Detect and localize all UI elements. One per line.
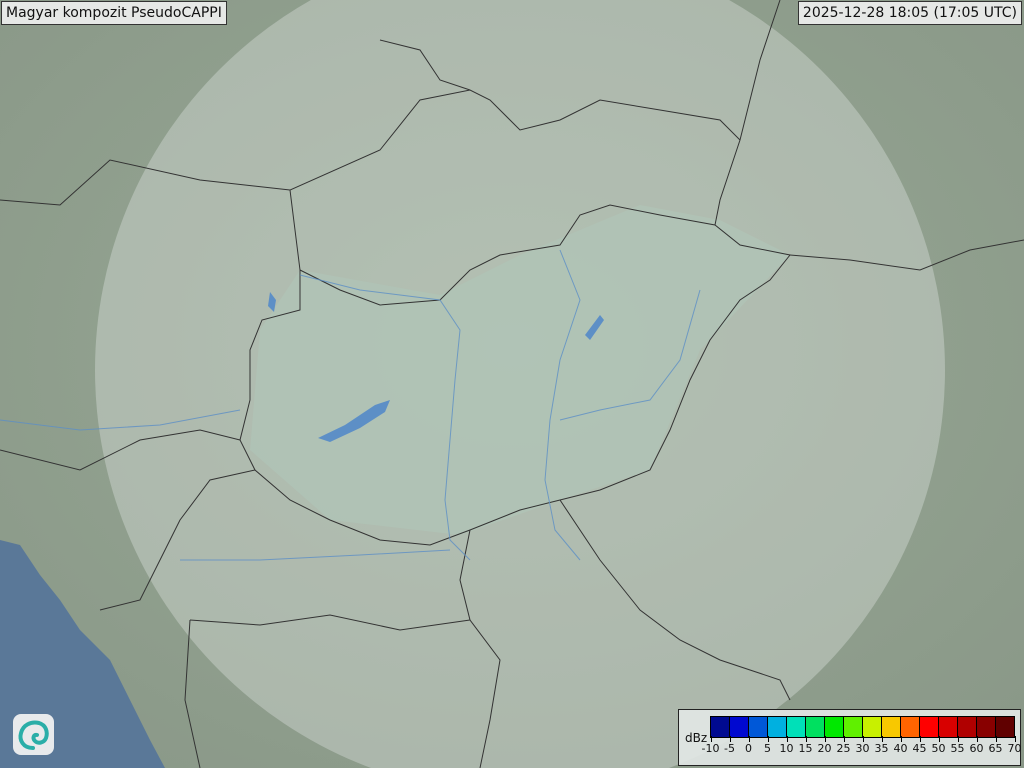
color-bin	[768, 717, 787, 737]
legend-tick-label: 15	[798, 742, 813, 755]
lake-balaton	[318, 400, 390, 442]
legend-tick	[938, 736, 940, 742]
color-bin	[749, 717, 768, 737]
legend-tick	[881, 736, 883, 742]
color-bin	[787, 717, 806, 737]
legend-tick	[786, 736, 788, 742]
legend-tick-label: 65	[988, 742, 1003, 755]
legend-tick	[957, 736, 959, 742]
color-bin	[730, 717, 749, 737]
legend-tick	[995, 736, 997, 742]
color-bin	[996, 717, 1014, 737]
legend-tick-label: 10	[779, 742, 794, 755]
legend-tick-label: 45	[912, 742, 927, 755]
legend-tick-label: 70	[1007, 742, 1022, 755]
map-title: Magyar kompozit PseudoCAPPI	[1, 1, 227, 25]
legend-tick-label: 35	[874, 742, 889, 755]
legend-tick	[805, 736, 807, 742]
legend-unit: dBz	[685, 731, 708, 745]
legend-tick-label: -5	[724, 742, 735, 755]
lake-tisza	[585, 315, 604, 340]
legend-tick-label: 20	[817, 742, 832, 755]
legend-tick	[976, 736, 978, 742]
color-bin	[901, 717, 920, 737]
legend-tick	[862, 736, 864, 742]
color-bin	[863, 717, 882, 737]
legend-tick-label: 60	[969, 742, 984, 755]
legend-tick	[1014, 736, 1016, 742]
legend-tick	[767, 736, 769, 742]
legend-tick	[919, 736, 921, 742]
legend-tick-label: 50	[931, 742, 946, 755]
color-bin	[977, 717, 996, 737]
legend-tick-label: 25	[836, 742, 851, 755]
legend-tick-label: 40	[893, 742, 908, 755]
legend-tick	[900, 736, 902, 742]
color-bin	[806, 717, 825, 737]
legend-tick-label: 55	[950, 742, 965, 755]
color-bin	[825, 717, 844, 737]
dbz-legend: dBz -10 -5 0 5 10 15 20 25 30 35 40 45 50 55 60 65 70	[678, 709, 1022, 766]
color-bin	[958, 717, 977, 737]
color-scale	[710, 716, 1015, 738]
legend-tick-label: -10	[701, 742, 720, 755]
legend-tick-label: 5	[764, 742, 771, 755]
rivers	[0, 249, 701, 561]
adriatic-sea	[0, 540, 165, 768]
radar-coverage-area	[95, 0, 945, 768]
hungary-lowland	[250, 205, 790, 535]
legend-tick-label: 0	[745, 742, 752, 755]
legend-tick	[729, 736, 731, 742]
color-bin	[844, 717, 863, 737]
legend-tick-label: 30	[855, 742, 870, 755]
swirl-logo-icon[interactable]	[13, 714, 54, 755]
timestamp: 2025-12-28 18:05 (17:05 UTC)	[797, 1, 1022, 25]
lake-neusiedl	[268, 292, 276, 312]
color-bin	[920, 717, 939, 737]
legend-tick	[748, 736, 750, 742]
legend-tick	[824, 736, 826, 742]
legend-tick	[710, 736, 712, 742]
color-bin	[711, 717, 730, 737]
color-bin	[882, 717, 901, 737]
color-bin	[939, 717, 958, 737]
legend-tick	[843, 736, 845, 742]
